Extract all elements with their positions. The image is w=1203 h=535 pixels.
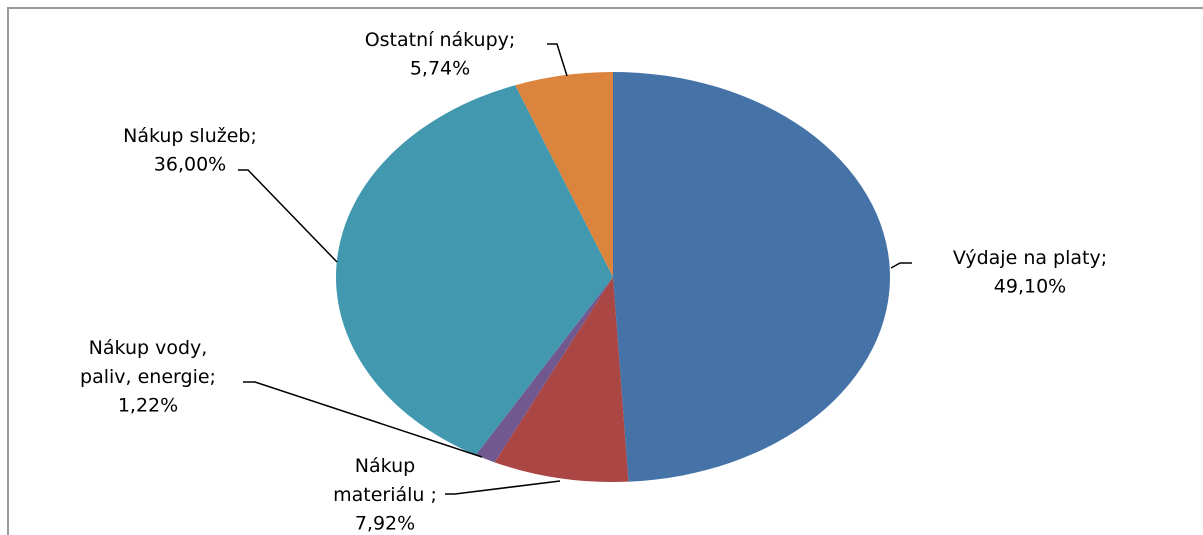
label-line: Ostatní nákupy; [365, 29, 516, 51]
category-label: Ostatní nákupy; [365, 29, 516, 51]
category-label: Nákup materiálu ; [333, 455, 437, 506]
label-line: materiálu ; [333, 484, 437, 506]
value-label: 5,74% [410, 58, 470, 80]
value-label: 36,00% [154, 154, 226, 176]
pie-slice [613, 72, 891, 482]
label-line: Nákup služeb; [123, 125, 257, 147]
pie-slice [494, 277, 629, 483]
leader-line [238, 169, 338, 263]
pie-slice [475, 277, 613, 463]
label-line: paliv, energie; [80, 366, 216, 388]
label-line: Nákup vody, [89, 337, 208, 359]
category-label: Nákup služeb; [123, 125, 257, 147]
leader-line [445, 480, 561, 495]
leader-line [243, 381, 483, 458]
value-label: 1,22% [118, 395, 178, 417]
leader-line [547, 43, 568, 77]
value-label: 7,92% [355, 513, 415, 535]
category-label: Výdaje na platy; [953, 247, 1107, 269]
value-label: 49,10% [994, 276, 1066, 298]
category-label: Nákup vody, paliv, energie; [80, 337, 216, 388]
chart-frame [7, 7, 1203, 535]
leader-line [890, 262, 912, 269]
pie-slice [515, 72, 613, 277]
label-line: Nákup [355, 455, 415, 477]
label-line: Výdaje na platy; [953, 247, 1107, 269]
pie-slice [335, 85, 613, 456]
